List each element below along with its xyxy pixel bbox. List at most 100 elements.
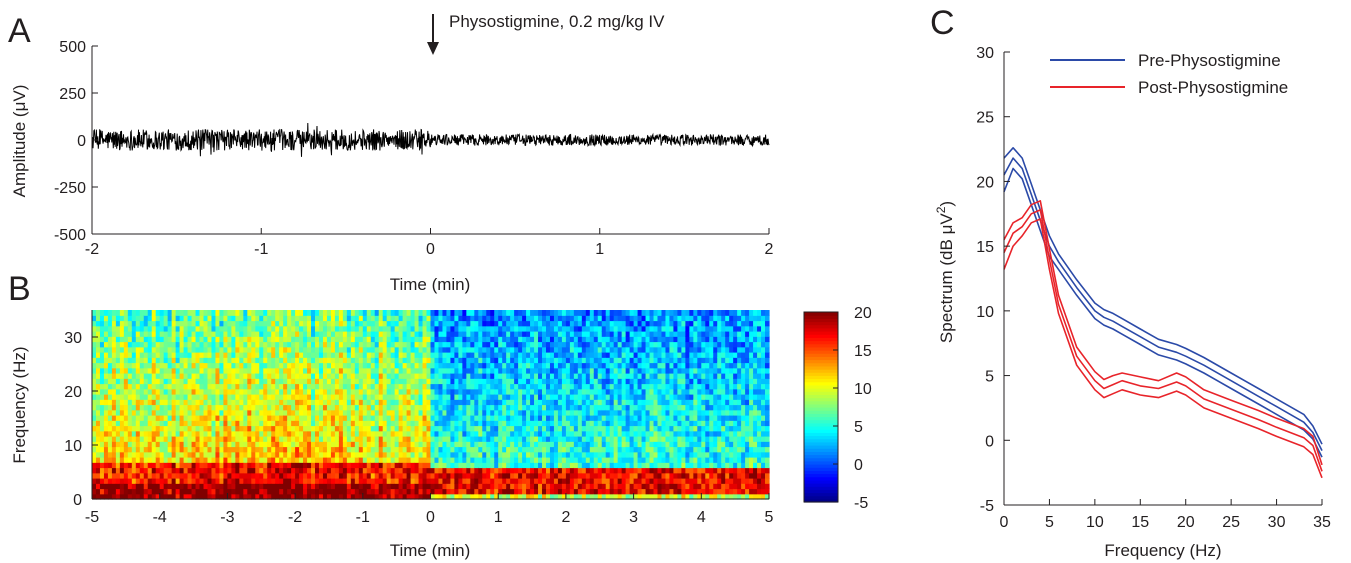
heatmap-cell: [430, 436, 436, 442]
heatmap-cell: [199, 467, 205, 474]
heatmap-cell: [267, 378, 272, 385]
heatmap-cell: [318, 336, 324, 343]
heatmap-cell: [358, 436, 364, 442]
heatmap-cell: [605, 373, 611, 379]
heatmap-cell: [267, 399, 272, 406]
heatmap-cell: [291, 399, 296, 406]
heatmap-cell: [291, 415, 296, 421]
heatmap-cell: [171, 404, 177, 411]
heatmap-cell: [506, 441, 511, 448]
heatmap-cell: [518, 399, 523, 406]
heatmap-cell: [247, 399, 252, 406]
heatmap-cell: [350, 430, 356, 437]
heatmap-cell: [350, 346, 356, 353]
heatmap-cell: [255, 336, 260, 343]
heatmap-cell: [243, 399, 248, 406]
heatmap-cell: [458, 425, 463, 432]
heatmap-cell: [338, 352, 344, 358]
heatmap-cell: [422, 388, 428, 395]
heatmap-cell: [613, 472, 619, 479]
heatmap-cell: [318, 420, 324, 427]
heatmap-cell: [131, 451, 137, 458]
heatmap-cell: [390, 472, 396, 479]
heatmap-cell: [295, 472, 300, 479]
heatmap-cell: [147, 357, 153, 364]
heatmap-cell: [577, 331, 583, 337]
heatmap-cell: [235, 451, 240, 458]
heatmap-cell: [502, 446, 507, 453]
heatmap-cell: [354, 462, 360, 469]
heatmap-cell: [366, 352, 372, 358]
heatmap-cell: [510, 320, 515, 327]
heatmap-cell: [271, 383, 276, 390]
heatmap-cell: [494, 315, 499, 322]
heatmap-cell: [119, 331, 125, 337]
heatmap-cell: [338, 462, 344, 469]
heatmap-cell: [514, 488, 519, 495]
heatmap-cell: [330, 341, 336, 348]
heatmap-cell: [466, 441, 471, 448]
heatmap-cell: [155, 415, 161, 421]
heatmap-cell: [283, 441, 288, 448]
heatmap-cell: [358, 446, 364, 453]
heatmap-cell: [633, 436, 639, 442]
heatmap-cell: [135, 493, 141, 500]
heatmap-cell: [522, 457, 527, 463]
heatmap-cell: [92, 409, 97, 416]
heatmap-cell: [450, 336, 455, 343]
heatmap-cell: [605, 346, 611, 353]
heatmap-cell: [350, 388, 356, 395]
heatmap-cell: [358, 420, 364, 427]
heatmap-cell: [478, 409, 483, 416]
heatmap-cell: [107, 462, 113, 469]
heatmap-cell: [131, 362, 137, 369]
heatmap-cell: [219, 451, 225, 458]
heatmap-cell: [215, 378, 221, 385]
heatmap-cell: [303, 420, 308, 427]
heatmap-cell: [597, 315, 603, 322]
heatmap-cell: [565, 478, 571, 484]
heatmap-cell: [275, 488, 280, 495]
heatmap-cell: [207, 357, 213, 364]
heatmap-cell: [338, 420, 344, 427]
heatmap-cell: [418, 357, 424, 364]
heatmap-cell: [235, 404, 240, 411]
heatmap-cell: [581, 362, 587, 369]
heatmap-cell: [466, 331, 471, 337]
heatmap-cell: [386, 383, 392, 390]
heatmap-cell: [235, 336, 240, 343]
heatmap-cell: [454, 446, 459, 453]
heatmap-cell: [398, 394, 404, 400]
heatmap-cell: [123, 388, 129, 395]
heatmap-cell: [514, 367, 519, 374]
heatmap-cell: [478, 425, 483, 432]
heatmap-cell: [506, 378, 511, 385]
heatmap-cell: [458, 383, 463, 390]
heatmap-cell: [585, 357, 591, 364]
heatmap-cell: [522, 378, 527, 385]
heatmap-cell: [322, 441, 328, 448]
heatmap-cell: [565, 425, 571, 432]
heatmap-cell: [434, 394, 440, 400]
heatmap-cell: [490, 493, 495, 500]
heatmap-cell: [203, 352, 209, 358]
heatmap-cell: [438, 331, 444, 337]
heatmap-cell: [279, 378, 284, 385]
heatmap-cell: [95, 315, 101, 322]
heatmap-cell: [542, 367, 547, 374]
heatmap-cell: [522, 404, 527, 411]
heatmap-cell: [151, 383, 157, 390]
heatmap-cell: [159, 320, 165, 327]
heatmap-cell: [183, 462, 189, 469]
heatmap-cell: [538, 436, 543, 442]
heatmap-cell: [418, 472, 424, 479]
heatmap-cell: [143, 357, 149, 364]
heatmap-cell: [358, 404, 364, 411]
heatmap-cell: [92, 483, 97, 490]
heatmap-cell: [462, 310, 467, 316]
heatmap-cell: [402, 394, 408, 400]
heatmap-cell: [318, 346, 324, 353]
heatmap-cell: [263, 404, 268, 411]
heatmap-cell: [171, 472, 177, 479]
heatmap-cell: [406, 451, 412, 458]
